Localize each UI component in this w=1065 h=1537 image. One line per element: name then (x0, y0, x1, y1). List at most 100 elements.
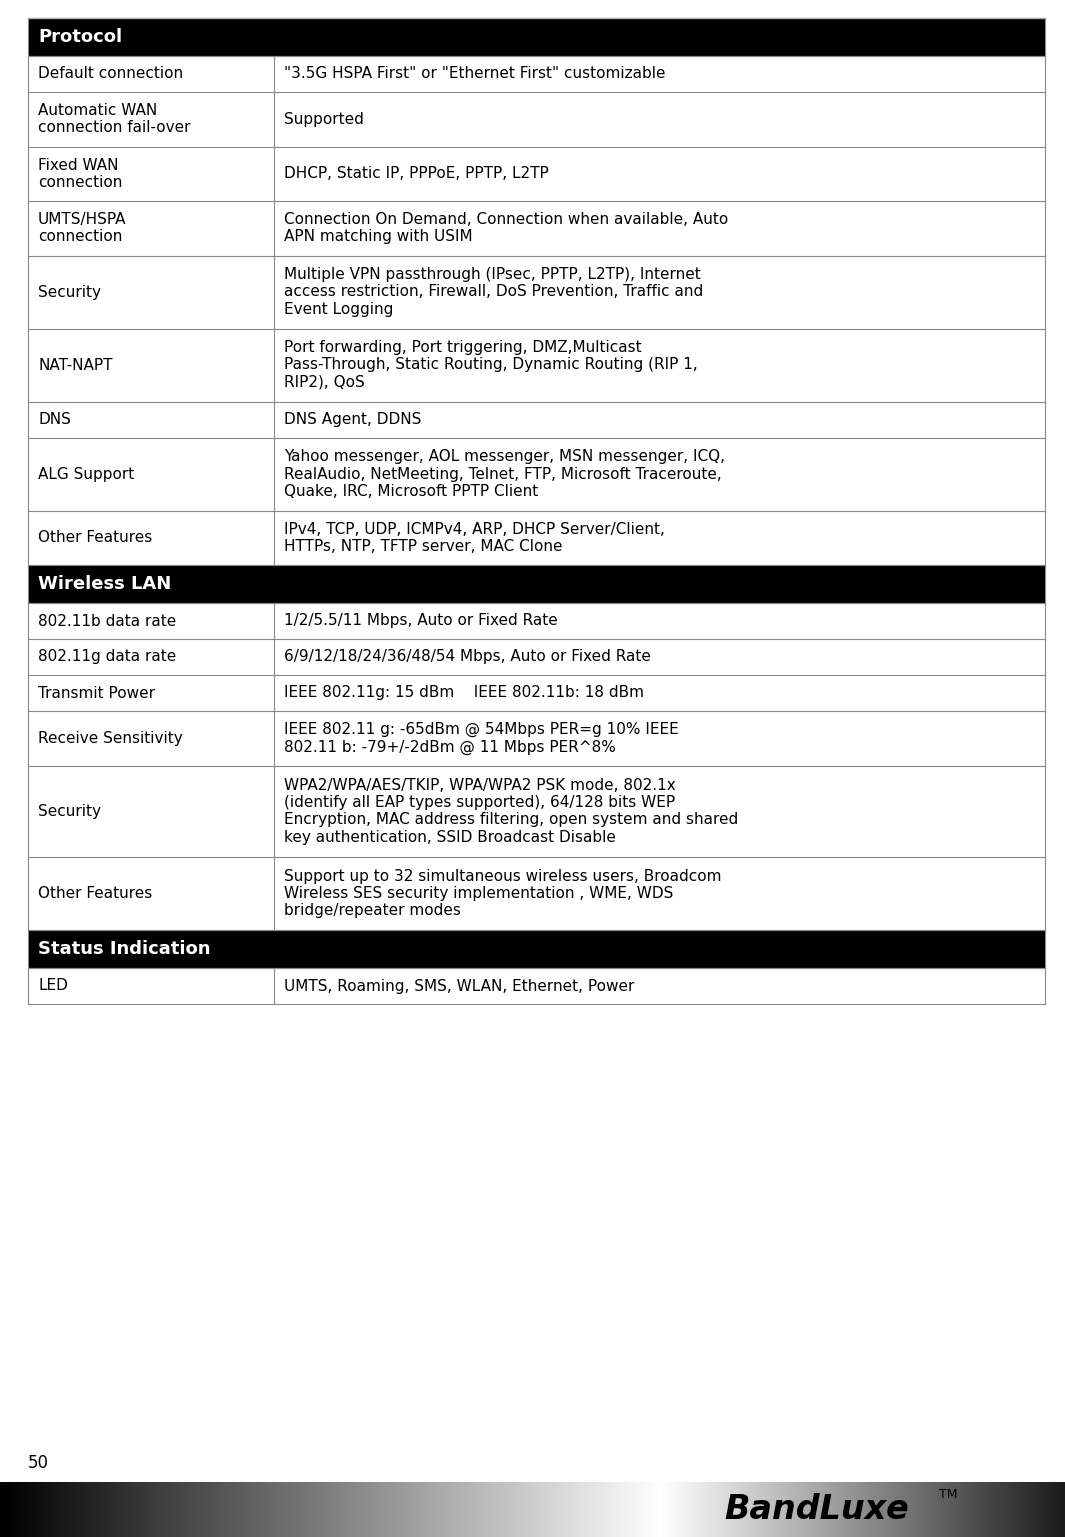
Bar (234, 1482, 237, 1537)
Bar (314, 1482, 317, 1537)
Bar (873, 1482, 876, 1537)
Bar (857, 1482, 861, 1537)
Bar (181, 1482, 184, 1537)
Bar (208, 1482, 211, 1537)
Bar (682, 1482, 685, 1537)
Bar (921, 1482, 924, 1537)
Bar (240, 1482, 243, 1537)
Bar (40, 1482, 43, 1537)
Bar (247, 1482, 250, 1537)
Bar (301, 1482, 304, 1537)
Bar (28, 639, 1045, 675)
Bar (445, 1482, 447, 1537)
Bar (178, 1482, 181, 1537)
Bar (594, 1482, 596, 1537)
Bar (1060, 1482, 1063, 1537)
Bar (775, 1482, 777, 1537)
Bar (96, 1482, 99, 1537)
Bar (956, 1482, 958, 1537)
Bar (999, 1482, 1001, 1537)
Bar (961, 1482, 964, 1537)
Bar (540, 1482, 543, 1537)
Bar (18, 1482, 21, 1537)
Bar (376, 1482, 378, 1537)
Bar (222, 1482, 224, 1537)
Bar (277, 1482, 280, 1537)
Bar (761, 1482, 765, 1537)
Bar (423, 1482, 426, 1537)
Bar (765, 1482, 767, 1537)
Bar (924, 1482, 927, 1537)
Bar (958, 1482, 962, 1537)
Text: NAT-NAPT: NAT-NAPT (38, 358, 113, 372)
Bar (953, 1482, 956, 1537)
Bar (471, 1482, 474, 1537)
Bar (545, 1482, 548, 1537)
Bar (275, 1482, 277, 1537)
Bar (332, 1482, 335, 1537)
Bar (346, 1482, 349, 1537)
Bar (985, 1482, 988, 1537)
Text: IEEE 802.11 g: -65dBm @ 54Mbps PER=g 10% IEEE
802.11 b: -79+/-2dBm @ 11 Mbps PER: IEEE 802.11 g: -65dBm @ 54Mbps PER=g 10%… (284, 722, 678, 755)
Bar (453, 1482, 456, 1537)
Text: BandLuxe: BandLuxe (724, 1492, 908, 1526)
Bar (364, 1482, 367, 1537)
Bar (1028, 1482, 1031, 1537)
Text: UMTS, Roaming, SMS, WLAN, Ethernet, Power: UMTS, Roaming, SMS, WLAN, Ethernet, Powe… (284, 979, 635, 993)
Bar (939, 1482, 943, 1537)
Bar (474, 1482, 477, 1537)
Bar (503, 1482, 506, 1537)
Bar (266, 1482, 269, 1537)
Bar (258, 1482, 261, 1537)
Bar (184, 1482, 186, 1537)
Bar (330, 1482, 333, 1537)
Bar (607, 1482, 610, 1537)
Bar (685, 1482, 687, 1537)
Bar (911, 1482, 914, 1537)
Bar (231, 1482, 234, 1537)
Bar (141, 1482, 144, 1537)
Bar (469, 1482, 472, 1537)
Bar (28, 438, 1045, 510)
Bar (359, 1482, 362, 1537)
Bar (836, 1482, 839, 1537)
Bar (367, 1482, 371, 1537)
Bar (676, 1482, 679, 1537)
Bar (78, 1482, 80, 1537)
Bar (758, 1482, 761, 1537)
Bar (796, 1482, 799, 1537)
Bar (634, 1482, 637, 1537)
Bar (946, 1482, 948, 1537)
Bar (154, 1482, 158, 1537)
Bar (170, 1482, 174, 1537)
Bar (591, 1482, 594, 1537)
Bar (396, 1482, 399, 1537)
Bar (562, 1482, 564, 1537)
Text: "3.5G HSPA First" or "Ethernet First" customizable: "3.5G HSPA First" or "Ethernet First" cu… (284, 66, 666, 81)
Bar (28, 201, 1045, 255)
Bar (130, 1482, 133, 1537)
Bar (799, 1482, 802, 1537)
Bar (399, 1482, 403, 1537)
Bar (61, 1482, 64, 1537)
Bar (158, 1482, 160, 1537)
Text: 6/9/12/18/24/36/48/54 Mbps, Auto or Fixed Rate: 6/9/12/18/24/36/48/54 Mbps, Auto or Fixe… (284, 650, 651, 664)
Bar (948, 1482, 951, 1537)
Text: Support up to 32 simultaneous wireless users, Broadcom
Wireless SES security imp: Support up to 32 simultaneous wireless u… (284, 868, 722, 919)
Bar (403, 1482, 405, 1537)
Bar (339, 1482, 341, 1537)
Bar (658, 1482, 660, 1537)
Bar (428, 1482, 431, 1537)
Bar (28, 858, 1045, 930)
Bar (935, 1482, 937, 1537)
Bar (413, 1482, 415, 1537)
Bar (28, 92, 1045, 146)
Bar (325, 1482, 328, 1537)
Bar (644, 1482, 648, 1537)
Bar (488, 1482, 490, 1537)
Bar (943, 1482, 946, 1537)
Bar (714, 1482, 717, 1537)
Bar (1019, 1482, 1022, 1537)
Bar (394, 1482, 397, 1537)
Bar (87, 1482, 91, 1537)
